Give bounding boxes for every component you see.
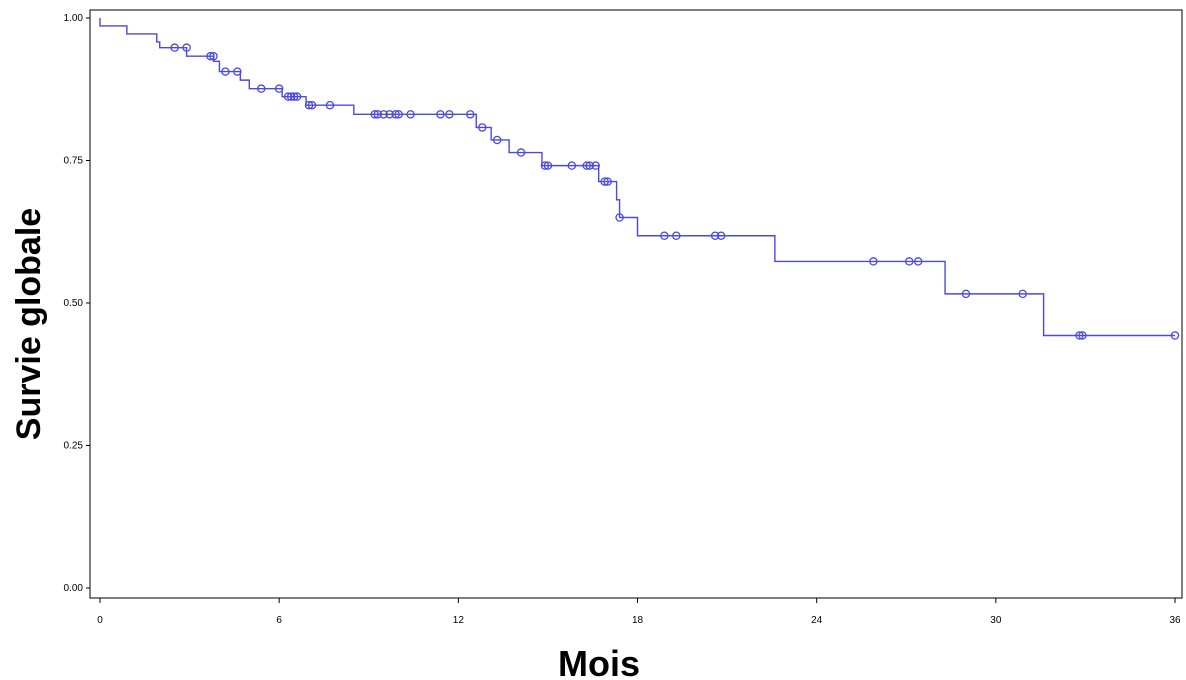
censored-marker bbox=[307, 100, 317, 110]
y-axis-title: Survie globale bbox=[10, 208, 48, 440]
censored-marker bbox=[292, 92, 302, 101]
censored-marker bbox=[206, 51, 215, 61]
plot-frame bbox=[89, 9, 1183, 599]
censored-marker bbox=[304, 100, 314, 110]
censored-marker bbox=[672, 231, 681, 240]
censored-marker bbox=[436, 110, 445, 119]
censored-marker bbox=[289, 92, 299, 101]
censored-marker bbox=[615, 213, 624, 222]
censored-marker bbox=[600, 177, 609, 186]
censored-marker bbox=[591, 161, 600, 170]
x-tick-label: 30 bbox=[990, 615, 1002, 626]
censored-marker bbox=[1018, 289, 1027, 299]
censored-marker bbox=[325, 100, 335, 110]
y-tick-label: 1.00 bbox=[64, 13, 84, 24]
censored-markers bbox=[170, 43, 1180, 340]
y-tick-label: 0.50 bbox=[64, 298, 84, 309]
censored-marker bbox=[391, 110, 400, 119]
x-tick-label: 6 bbox=[276, 615, 282, 626]
x-tick-label: 0 bbox=[97, 615, 103, 626]
censored-marker bbox=[385, 110, 394, 119]
censored-marker bbox=[466, 110, 475, 119]
censored-marker bbox=[1078, 331, 1087, 340]
censored-marker bbox=[406, 110, 415, 119]
censored-marker bbox=[716, 231, 726, 240]
censored-marker bbox=[274, 84, 284, 93]
x-tick-label: 36 bbox=[1169, 615, 1181, 626]
censored-marker bbox=[370, 110, 379, 119]
censored-marker bbox=[567, 161, 577, 170]
censored-marker bbox=[283, 92, 293, 101]
censored-marker bbox=[170, 43, 179, 52]
censored-marker bbox=[182, 43, 191, 52]
censored-marker bbox=[869, 257, 878, 266]
x-axis-title: Mois bbox=[558, 643, 640, 680]
censored-marker bbox=[516, 148, 526, 157]
censored-marker bbox=[492, 135, 502, 145]
censored-marker bbox=[209, 51, 218, 61]
y-axis-ticks: 0.00 0.25 0.50 0.75 1.00 bbox=[64, 13, 90, 594]
y-tick-label: 0.00 bbox=[64, 583, 84, 594]
x-tick-label: 12 bbox=[453, 615, 465, 626]
censored-marker bbox=[373, 110, 382, 119]
censored-marker bbox=[477, 123, 487, 132]
censored-marker bbox=[379, 110, 388, 119]
censored-marker bbox=[394, 110, 403, 119]
censored-marker bbox=[540, 161, 550, 170]
censored-marker bbox=[1170, 331, 1180, 340]
y-tick-label: 0.25 bbox=[64, 441, 84, 452]
x-tick-label: 24 bbox=[811, 615, 823, 626]
censored-marker bbox=[961, 289, 971, 299]
censored-marker bbox=[582, 161, 591, 170]
censored-marker bbox=[660, 231, 669, 240]
x-axis-ticks: 0 6 12 18 24 30 36 bbox=[97, 598, 1181, 626]
censored-marker bbox=[1075, 331, 1084, 340]
censored-marker bbox=[286, 92, 296, 101]
censored-marker bbox=[603, 177, 612, 186]
y-tick-label: 0.75 bbox=[64, 156, 84, 167]
censored-marker bbox=[904, 257, 914, 266]
censored-marker bbox=[710, 231, 720, 240]
censored-marker bbox=[256, 84, 266, 93]
censored-marker bbox=[543, 161, 553, 170]
censored-marker bbox=[585, 161, 594, 170]
censored-marker bbox=[445, 110, 454, 119]
censored-marker bbox=[221, 67, 230, 76]
censored-marker bbox=[913, 257, 923, 266]
x-tick-label: 18 bbox=[632, 615, 644, 626]
censored-marker bbox=[233, 67, 242, 76]
